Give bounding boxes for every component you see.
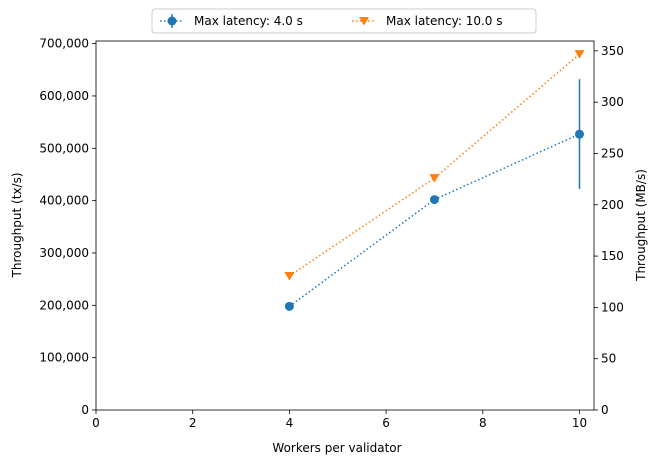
data-point <box>429 195 439 205</box>
x-tick-label: 6 <box>382 416 390 430</box>
y-right-tick-label: 200 <box>601 198 624 212</box>
y-tick-label: 0 <box>81 403 89 417</box>
x-axis-label: Workers per validator <box>272 441 401 455</box>
y-right-tick-label: 0 <box>601 403 609 417</box>
y-tick-label: 500,000 <box>39 141 89 155</box>
legend-label: Max latency: 10.0 s <box>386 14 502 28</box>
y-right-tick-label: 150 <box>601 249 624 263</box>
data-point <box>284 272 295 281</box>
data-point <box>574 129 584 139</box>
y-tick-label: 400,000 <box>39 194 89 208</box>
x-tick-label: 10 <box>572 416 587 430</box>
plot-frame <box>95 40 595 411</box>
x-tick-label: 8 <box>479 416 487 430</box>
axes: 0 2 4 6 8 100100,000200,000300,000400,000500,… <box>39 37 624 430</box>
y-tick-label: 100,000 <box>39 351 89 365</box>
data-point <box>284 301 294 311</box>
x-tick-label: 0 <box>92 416 100 430</box>
y-right-tick-label: 300 <box>601 95 624 109</box>
legend-box <box>151 8 537 34</box>
y-tick-label: 200,000 <box>39 298 89 312</box>
y-tick-label: 700,000 <box>39 37 89 51</box>
x-tick-label: 2 <box>189 416 197 430</box>
y-tick-label: 600,000 <box>39 89 89 103</box>
data-point <box>429 174 440 183</box>
y-axis-label: Throughput (tx/s) <box>10 173 24 279</box>
legend-marker <box>167 16 177 26</box>
y-right-tick-label: 100 <box>601 300 624 314</box>
x-tick-label: 4 <box>286 416 294 430</box>
y-right-tick-label: 250 <box>601 146 624 160</box>
y-tick-label: 300,000 <box>39 246 89 260</box>
y-right-tick-label: 50 <box>601 352 616 366</box>
legend-label: Max latency: 4.0 s <box>194 14 303 28</box>
legend-marker <box>359 17 369 26</box>
legend: Max latency: 4.0 s Max latency: 10.0 s <box>151 8 537 34</box>
data-point <box>574 50 585 59</box>
y-right-tick-label: 350 <box>601 44 624 58</box>
y-axis-right-label: Throughput (MB/s) <box>634 169 648 282</box>
plot-area <box>284 50 585 311</box>
